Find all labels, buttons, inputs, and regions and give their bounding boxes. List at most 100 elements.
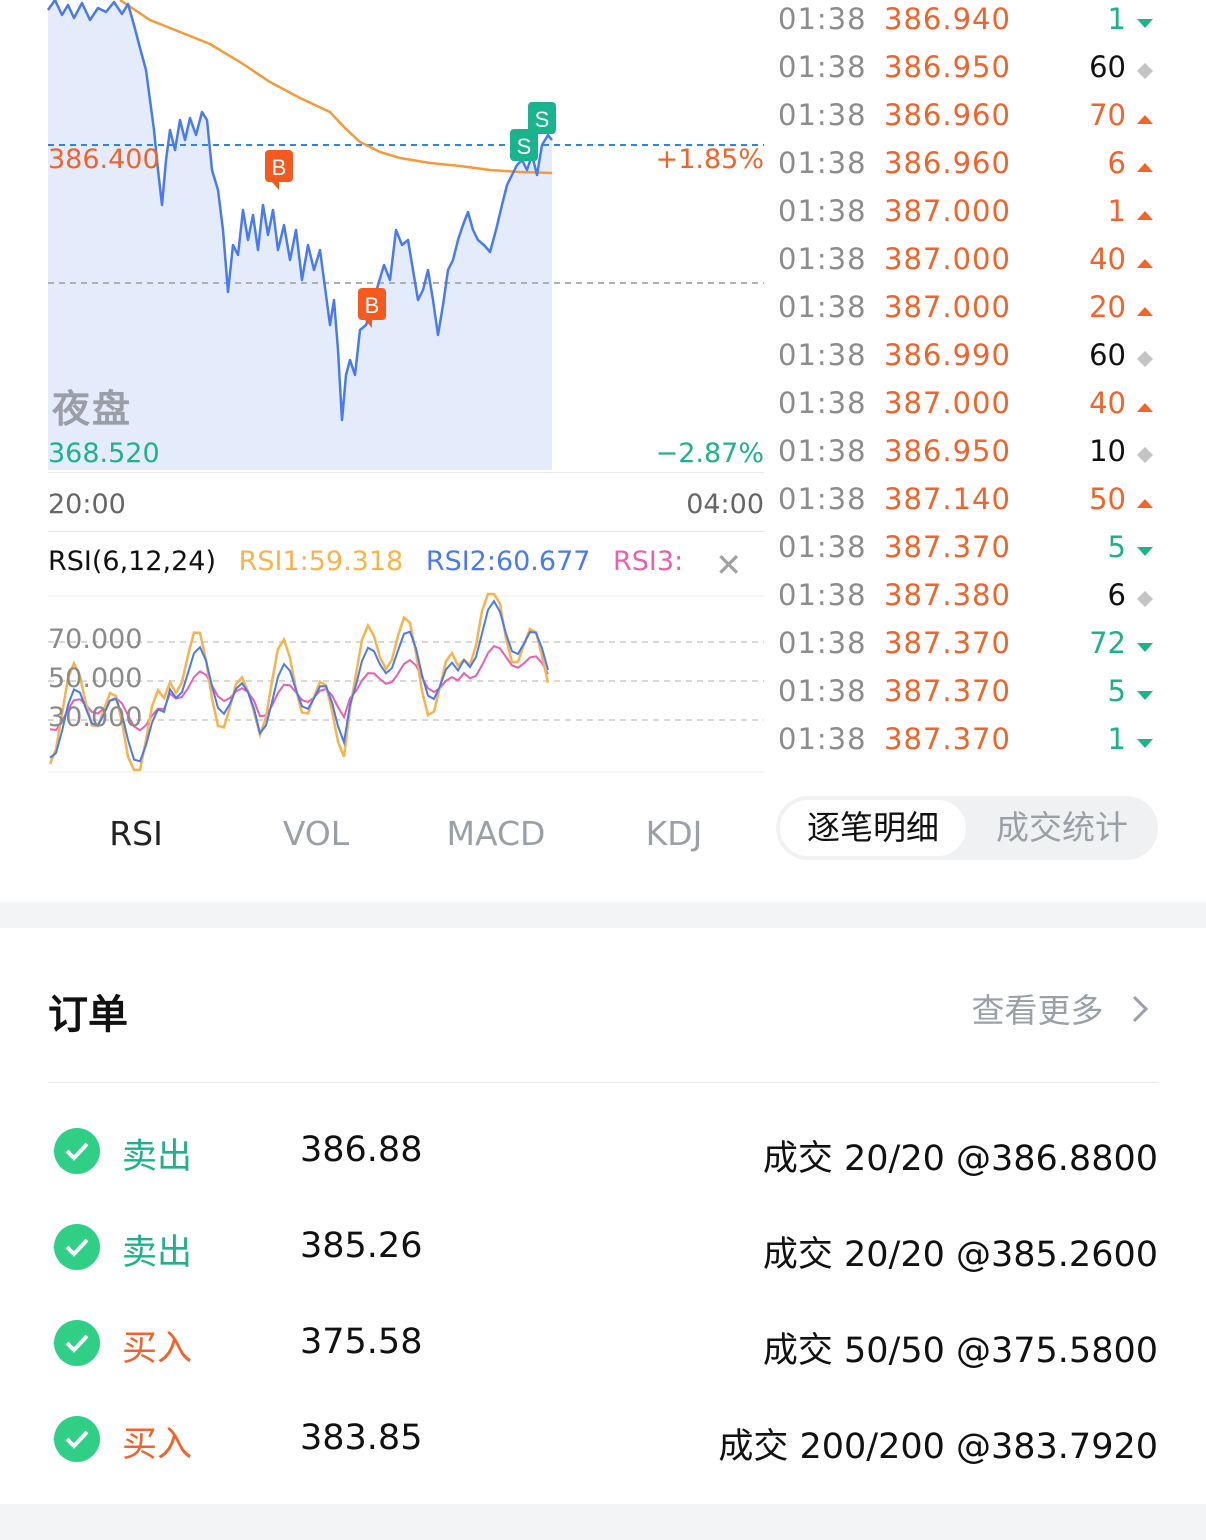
tick-volume: 1 [1107, 722, 1126, 756]
rsi-chart[interactable] [0, 590, 770, 780]
check-circle-icon [54, 1416, 100, 1462]
rsi3-value: RSI3: [613, 546, 684, 577]
tick-price: 387.000 [884, 290, 1011, 324]
arrow-down-icon [1137, 691, 1153, 700]
tab-rsi[interactable]: RSI [109, 814, 163, 853]
rsi-legend: RSI(6,12,24) RSI1:59.318 RSI2:60.677 RSI… [48, 546, 764, 590]
order-price: 383.85 [300, 1418, 423, 1458]
session-watermark: 夜盘 [52, 387, 133, 431]
tick-volume: 1 [1107, 2, 1126, 36]
tick-row: 01:38 387.140 50 [776, 482, 1166, 530]
time-start-label: 20:00 [48, 489, 126, 520]
order-fill: 成交 20/20 @385.2600 [762, 1235, 1158, 1275]
tick-volume: 50 [1089, 482, 1126, 516]
tick-volume: 1 [1107, 194, 1126, 228]
tick-row: 01:38 387.000 40 [776, 386, 1166, 434]
high-percent-label: +1.85% [655, 144, 764, 175]
diamond-icon [1137, 591, 1153, 607]
diamond-icon [1137, 447, 1153, 463]
tick-row: 01:38 387.000 40 [776, 242, 1166, 290]
tick-time: 01:38 [778, 386, 867, 420]
arrow-up-icon [1137, 259, 1153, 268]
rsi2-line [49, 599, 549, 763]
bottom-divider [0, 1504, 1206, 1540]
order-row[interactable]: 买入 375.58 成交 50/50 @375.5800 [48, 1308, 1158, 1378]
tick-price: 386.950 [884, 50, 1011, 84]
tick-row: 01:38 387.370 5 [776, 530, 1166, 578]
high-price-label: 386.400 [48, 144, 160, 175]
rsi-axis-50: 50.000 [48, 663, 143, 694]
arrow-down-icon [1137, 643, 1153, 652]
intraday-chart[interactable]: B B S S [0, 0, 770, 475]
tick-volume: 6 [1107, 146, 1126, 180]
tick-time: 01:38 [778, 530, 867, 564]
tab-trade-stats[interactable]: 成交统计 [996, 808, 1128, 847]
tab-vol[interactable]: VOL [282, 814, 350, 853]
tick-row: 01:38 387.370 5 [776, 674, 1166, 722]
orders-more-label: 查看更多 [971, 991, 1104, 1030]
arrow-up-icon [1137, 307, 1153, 316]
buy-marker-2[interactable]: B [358, 288, 386, 328]
tick-volume: 70 [1089, 98, 1126, 132]
arrow-down-icon [1137, 547, 1153, 556]
diamond-icon [1137, 351, 1153, 367]
time-end-label: 04:00 [686, 489, 764, 520]
tick-time: 01:38 [778, 242, 867, 276]
tick-row: 01:38 386.950 10 [776, 434, 1166, 482]
buy-marker-2-label: B [365, 293, 380, 318]
tick-price: 386.950 [884, 434, 1011, 468]
tick-time: 01:38 [778, 674, 867, 708]
tick-tabs: 逐笔明细 成交统计 [776, 796, 1158, 860]
tick-time: 01:38 [778, 146, 867, 180]
sell-marker-2-label: S [535, 107, 550, 132]
order-row[interactable]: 买入 383.85 成交 200/200 @383.7920 [48, 1404, 1158, 1474]
check-circle-icon [54, 1128, 100, 1174]
time-axis: 20:00 04:00 [48, 472, 764, 532]
rsi1-value: RSI1:59.318 [238, 546, 404, 577]
order-price: 385.26 [300, 1226, 423, 1266]
tick-row: 01:38 386.940 1 [776, 2, 1166, 50]
arrow-down-icon [1137, 739, 1153, 748]
buy-marker-1-label: B [272, 155, 287, 180]
tick-time: 01:38 [778, 626, 867, 660]
sell-marker-2[interactable]: S [528, 102, 556, 134]
orders-more-link[interactable]: 查看更多 [972, 984, 1155, 1033]
tab-kdj[interactable]: KDJ [645, 814, 703, 853]
sell-marker-1[interactable]: S [510, 129, 538, 161]
tab-tick-detail[interactable]: 逐笔明细 [780, 800, 966, 856]
tick-volume: 40 [1089, 242, 1126, 276]
arrow-up-icon [1137, 211, 1153, 220]
tick-row: 01:38 386.990 60 [776, 338, 1166, 386]
order-row[interactable]: 卖出 386.88 成交 20/20 @386.8800 [48, 1116, 1158, 1186]
tick-volume: 40 [1089, 386, 1126, 420]
indicator-tabs: RSI VOL MACD KDJ [48, 806, 764, 858]
check-circle-icon [54, 1320, 100, 1366]
tick-price: 386.940 [884, 2, 1011, 36]
close-icon[interactable]: ✕ [715, 546, 742, 584]
buy-marker-1[interactable]: B [265, 150, 293, 190]
order-row[interactable]: 卖出 385.26 成交 20/20 @385.2600 [48, 1212, 1158, 1282]
tick-time: 01:38 [778, 50, 867, 84]
order-fill: 成交 50/50 @375.5800 [762, 1331, 1158, 1371]
tick-time: 01:38 [778, 98, 867, 132]
order-fill: 成交 200/200 @383.7920 [718, 1427, 1158, 1467]
rsi-axis-70: 70.000 [48, 624, 143, 655]
tick-volume: 60 [1089, 338, 1126, 372]
rsi-name[interactable]: RSI(6,12,24) [48, 546, 216, 577]
tick-time: 01:38 [778, 482, 867, 516]
low-percent-label: −2.87% [655, 438, 764, 469]
tick-price: 387.370 [884, 722, 1011, 756]
order-fill: 成交 20/20 @386.8800 [762, 1139, 1158, 1179]
check-circle-icon [54, 1224, 100, 1270]
section-divider [0, 902, 1206, 928]
tick-volume: 72 [1089, 626, 1126, 660]
tick-time: 01:38 [778, 2, 867, 36]
tick-price: 387.140 [884, 482, 1011, 516]
arrow-down-icon [1137, 19, 1153, 28]
tick-row: 01:38 387.380 6 [776, 578, 1166, 626]
tab-macd[interactable]: MACD [446, 814, 546, 853]
tick-row: 01:38 387.370 72 [776, 626, 1166, 674]
tick-time: 01:38 [778, 722, 867, 756]
diamond-icon [1137, 63, 1153, 79]
orders-divider [48, 1082, 1158, 1083]
